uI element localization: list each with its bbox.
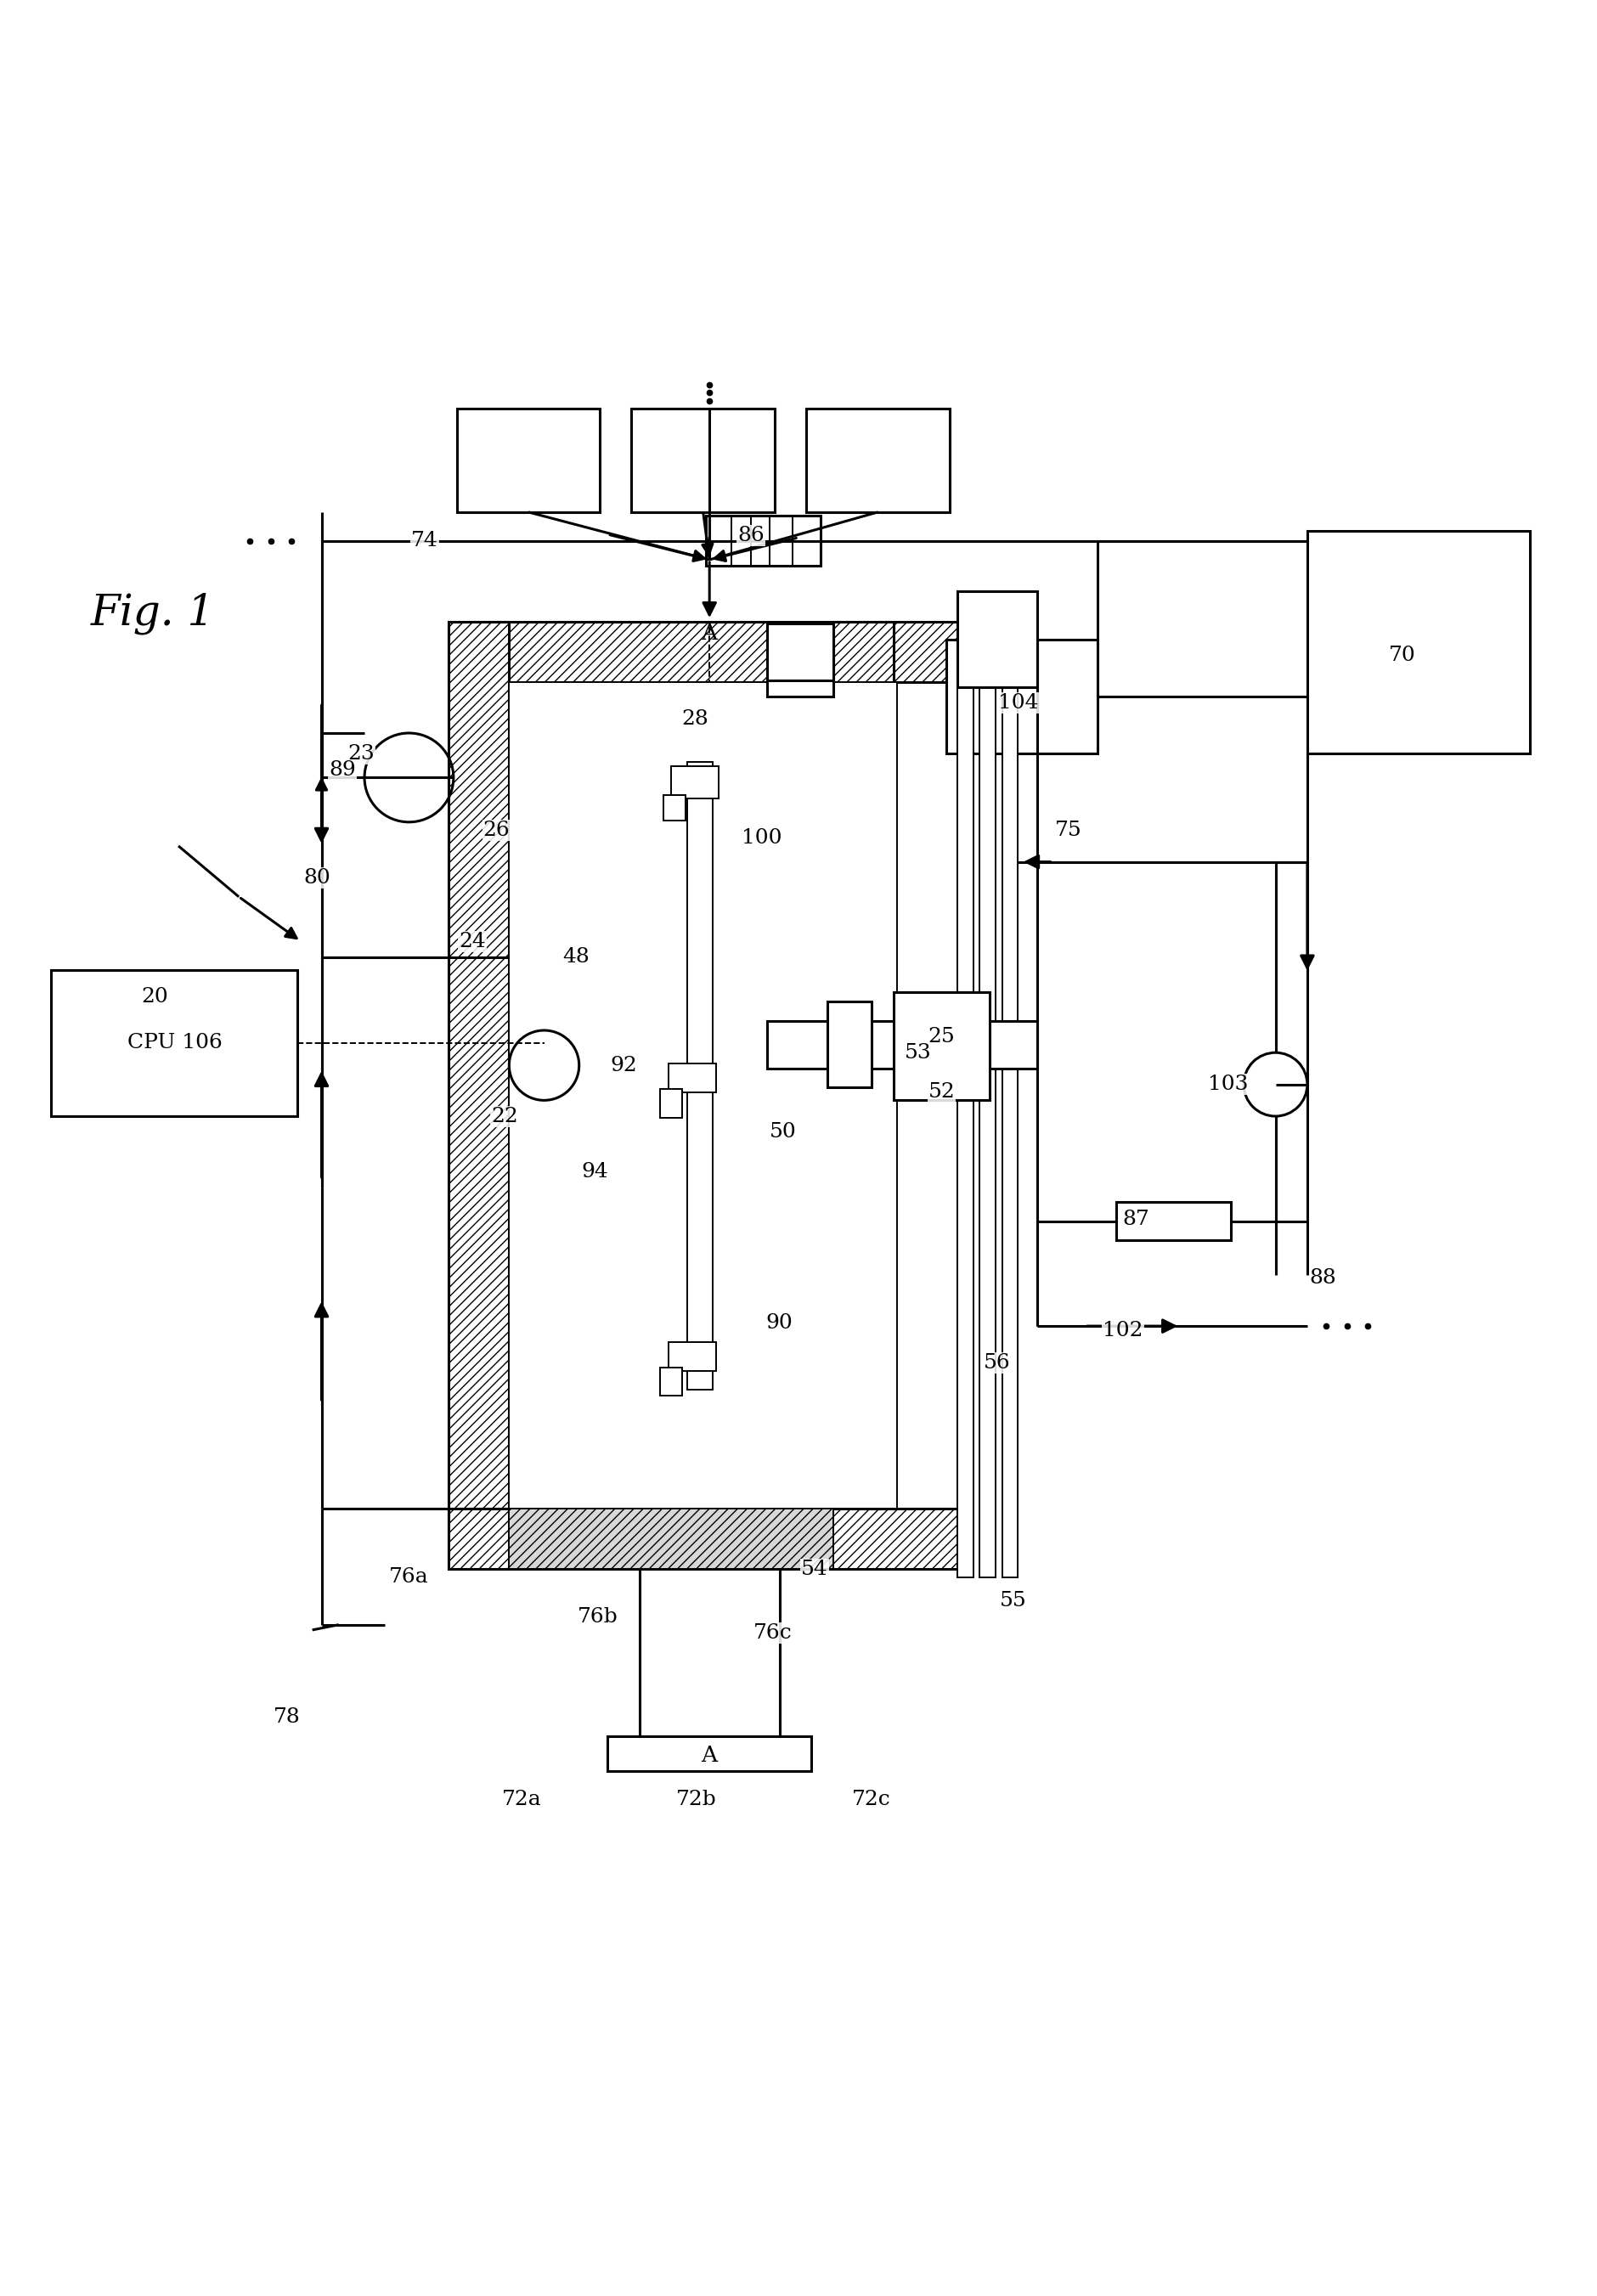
Text: 50: 50 [770,1123,795,1141]
Bar [947,638,1097,753]
Bar [1308,530,1530,753]
Text: 102: 102 [1102,1320,1143,1341]
Text: 76a: 76a [390,1568,430,1587]
Bar [639,1568,779,1736]
Bar [958,592,1036,687]
Bar [660,1088,682,1118]
Bar [671,767,719,799]
Text: 94: 94 [581,1162,608,1182]
Text: 72c: 72c [853,1791,891,1809]
Bar [570,801,773,1389]
Text: 90: 90 [767,1313,792,1332]
Bar [1116,1203,1231,1240]
Text: 86: 86 [738,526,765,546]
Text: 75: 75 [1056,820,1083,840]
Text: 100: 100 [741,829,783,847]
Text: 48: 48 [562,948,589,967]
Text: 28: 28 [682,709,709,728]
Text: 20: 20 [141,987,168,1006]
Bar [663,794,685,820]
Bar [509,1389,834,1451]
Bar [608,1736,811,1770]
Text: 76b: 76b [578,1607,618,1628]
Text: 22: 22 [490,1107,517,1125]
Bar [834,1199,894,1508]
Bar [51,969,297,1116]
Bar [827,1001,872,1088]
Text: 104: 104 [998,693,1038,712]
Bar [509,682,898,1508]
Text: 52: 52 [928,1084,955,1102]
Bar [767,1022,1036,1068]
Text: 72b: 72b [677,1791,717,1809]
Text: 53: 53 [904,1042,931,1063]
Bar [1001,680,1017,1577]
Text: CPU 106: CPU 106 [128,1033,222,1054]
Text: 23: 23 [348,744,375,765]
Bar [767,622,834,680]
Bar [449,1508,958,1568]
Text: 56: 56 [984,1352,1011,1373]
Text: 55: 55 [1000,1591,1027,1612]
Text: 80: 80 [303,868,331,889]
Bar [509,1508,834,1568]
Bar [706,514,821,567]
Text: A: A [701,1745,717,1766]
Text: 88: 88 [1310,1270,1337,1288]
Bar [958,680,974,1577]
Text: 89: 89 [329,760,356,778]
Bar [773,742,834,957]
Bar [457,409,600,512]
Text: Fig. 1: Fig. 1 [91,592,216,634]
Bar [894,992,989,1100]
Bar [668,1063,715,1093]
Bar [806,409,950,512]
Bar [509,742,570,1451]
Text: 92: 92 [610,1056,637,1075]
Text: 72a: 72a [501,1791,541,1809]
Bar [509,742,834,801]
Text: A: A [701,622,717,643]
Text: 24: 24 [458,932,485,951]
Text: 76c: 76c [754,1623,792,1642]
Text: 87: 87 [1123,1210,1150,1228]
Text: 70: 70 [1389,645,1417,666]
Bar [509,682,898,1508]
Text: 54: 54 [802,1559,827,1580]
Bar [979,680,995,1577]
Text: 25: 25 [928,1026,955,1047]
Text: 26: 26 [482,820,509,840]
Bar [660,1368,682,1396]
Bar [767,638,834,696]
Bar [668,1341,715,1371]
Bar [773,1199,834,1451]
Bar [631,409,775,512]
Text: 78: 78 [273,1708,300,1727]
Text: 74: 74 [412,530,438,551]
Bar [687,762,712,1389]
Text: 103: 103 [1207,1075,1247,1095]
Bar [449,622,958,682]
Bar [834,622,894,957]
Bar [449,622,509,1568]
